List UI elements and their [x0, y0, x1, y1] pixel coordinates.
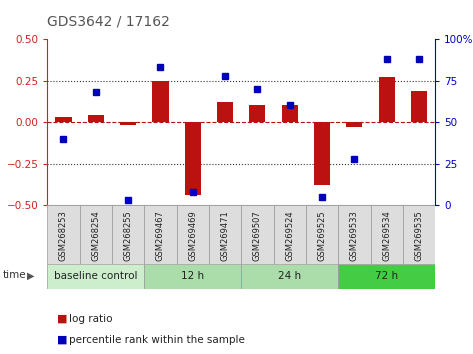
Text: GSM269524: GSM269524: [285, 210, 294, 261]
Text: ▶: ▶: [27, 270, 35, 280]
Bar: [411, 91, 427, 122]
Text: time: time: [2, 270, 26, 280]
Bar: [88, 115, 104, 122]
Bar: [47, 205, 79, 264]
Bar: [241, 205, 273, 264]
Text: GSM269533: GSM269533: [350, 210, 359, 261]
Text: GSM268254: GSM268254: [91, 210, 100, 261]
Bar: [176, 205, 209, 264]
Bar: [184, 122, 201, 195]
Text: GSM269507: GSM269507: [253, 210, 262, 261]
Bar: [152, 81, 168, 122]
Bar: [47, 264, 144, 289]
Bar: [241, 264, 338, 289]
Bar: [370, 205, 403, 264]
Text: GSM268253: GSM268253: [59, 210, 68, 261]
Text: GSM269534: GSM269534: [382, 210, 391, 261]
Text: 24 h: 24 h: [278, 271, 301, 281]
Text: GSM269471: GSM269471: [220, 210, 229, 261]
Text: GSM269469: GSM269469: [188, 210, 197, 261]
Bar: [273, 205, 306, 264]
Bar: [378, 77, 395, 122]
Text: percentile rank within the sample: percentile rank within the sample: [69, 335, 245, 345]
Bar: [144, 205, 176, 264]
Text: ■: ■: [57, 314, 67, 324]
Text: ■: ■: [57, 335, 67, 345]
Text: GSM269467: GSM269467: [156, 210, 165, 261]
Text: 72 h: 72 h: [375, 271, 398, 281]
Bar: [55, 117, 71, 122]
Text: GDS3642 / 17162: GDS3642 / 17162: [47, 14, 170, 28]
Bar: [346, 122, 362, 127]
Bar: [79, 205, 112, 264]
Bar: [281, 105, 298, 122]
Bar: [338, 205, 370, 264]
Bar: [249, 105, 265, 122]
Text: log ratio: log ratio: [69, 314, 112, 324]
Text: 12 h: 12 h: [181, 271, 204, 281]
Text: GSM269535: GSM269535: [414, 210, 423, 261]
Bar: [306, 205, 338, 264]
Bar: [338, 264, 435, 289]
Text: baseline control: baseline control: [54, 271, 138, 281]
Bar: [120, 122, 136, 125]
Text: GSM268255: GSM268255: [123, 210, 132, 261]
Bar: [403, 205, 435, 264]
Bar: [144, 264, 241, 289]
Bar: [209, 205, 241, 264]
Bar: [217, 102, 233, 122]
Bar: [112, 205, 144, 264]
Bar: [314, 122, 330, 185]
Text: GSM269525: GSM269525: [317, 210, 326, 261]
